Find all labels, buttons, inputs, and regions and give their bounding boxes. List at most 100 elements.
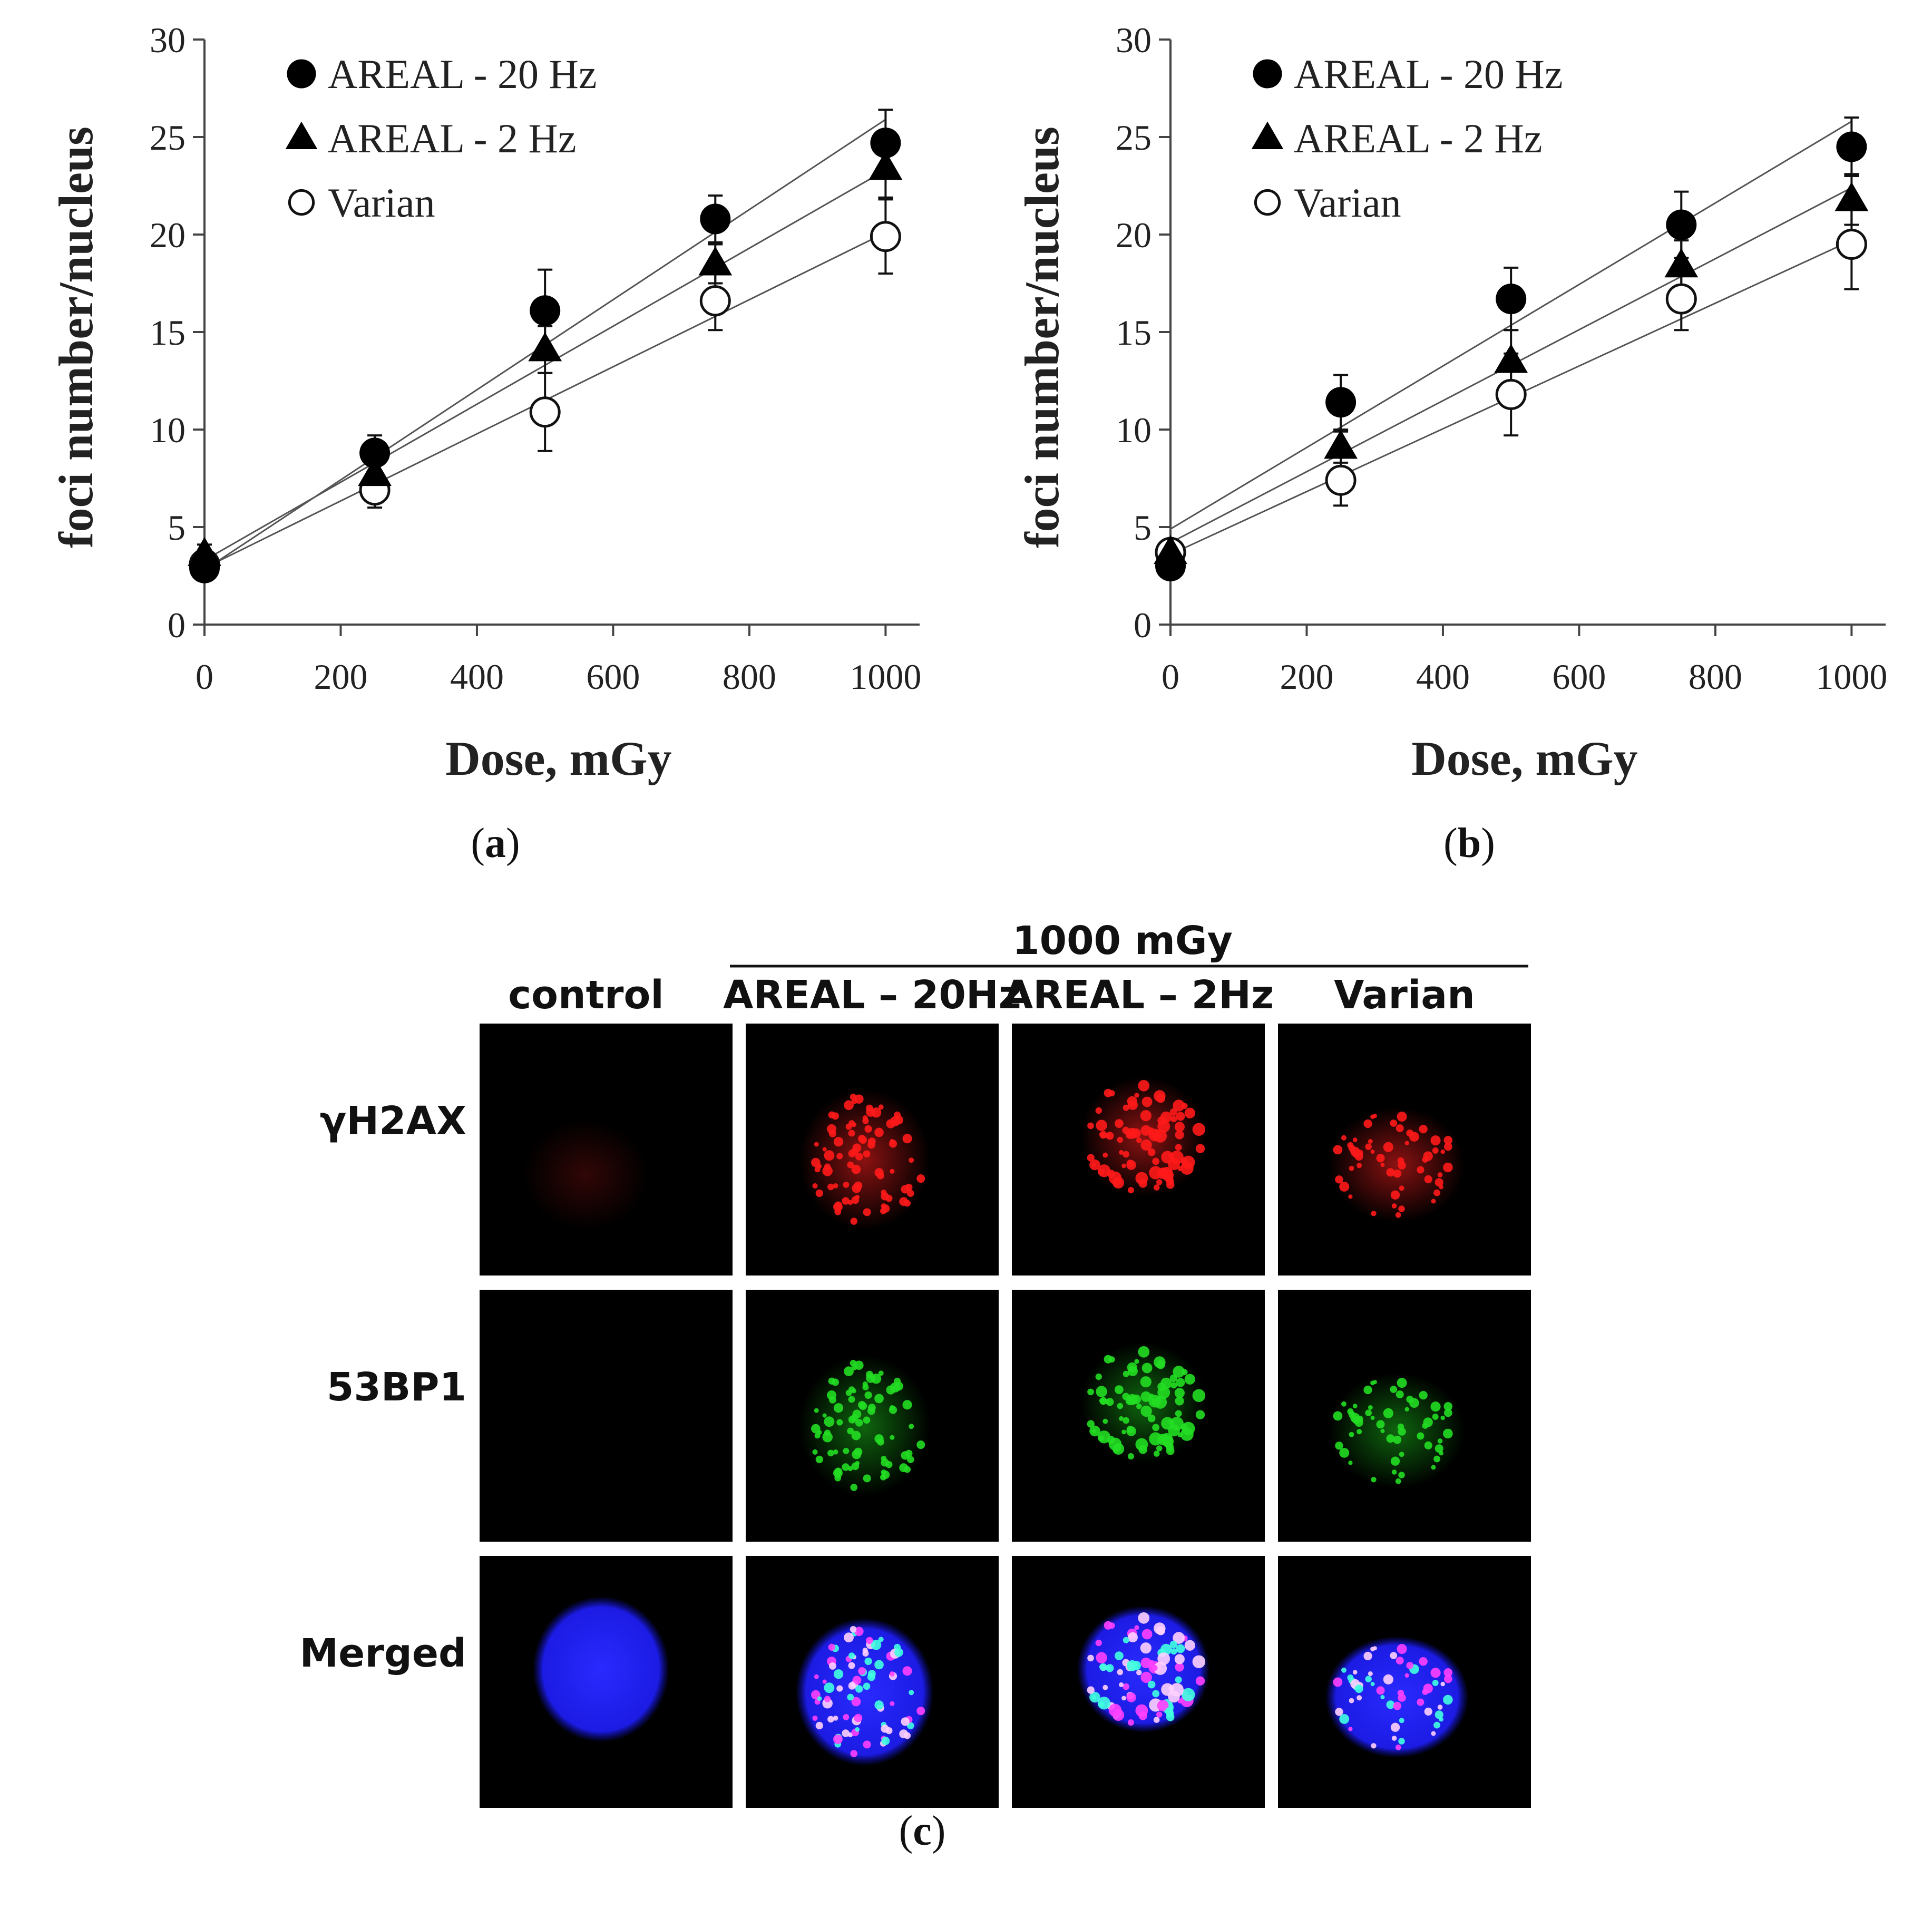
y-tick-label: 25 (150, 118, 186, 158)
y-axis-label: foci number/nucleus (49, 126, 103, 548)
x-tick-label: 400 (1416, 657, 1470, 697)
x-tick-label: 400 (450, 657, 504, 697)
y-tick-label: 20 (1116, 215, 1152, 255)
y-tick-label: 30 (1116, 20, 1152, 60)
row-label: γH2AX (320, 1098, 466, 1144)
column-header: Varian (1334, 972, 1475, 1018)
image-tile (746, 1024, 999, 1276)
data-point (1496, 284, 1527, 315)
nucleus (1329, 1106, 1466, 1223)
data-point (1325, 387, 1357, 418)
data-point (870, 128, 901, 159)
x-tick-label: 1000 (850, 657, 921, 697)
panel-caption-a: (a) (471, 820, 520, 866)
data-point (869, 151, 903, 180)
legend-marker (285, 121, 318, 149)
data-point (699, 285, 731, 317)
data-point (1665, 283, 1697, 315)
column-header: control (508, 972, 663, 1018)
data-point (1494, 344, 1528, 373)
y-tick-label: 15 (1116, 313, 1152, 353)
caption-letter: a (485, 820, 506, 866)
data-point (528, 332, 562, 362)
data-point (529, 396, 561, 428)
image-tile (1278, 1024, 1531, 1276)
image-tile (480, 1556, 733, 1808)
y-tick-label: 0 (1134, 605, 1152, 645)
x-tick-label: 0 (1162, 657, 1179, 697)
legend-label: Varian (1294, 180, 1401, 226)
data-point (700, 203, 731, 235)
image-tile (1012, 1290, 1265, 1542)
x-tick-label: 600 (586, 657, 640, 697)
legend-label: AREAL - 20 Hz (1294, 51, 1563, 97)
data-point (530, 295, 561, 326)
legend-label: AREAL - 20 Hz (328, 51, 597, 97)
data-point (1155, 551, 1186, 581)
image-tile (746, 1556, 999, 1808)
nucleus (532, 1596, 669, 1742)
x-axis-label: Dose, mGy (445, 732, 671, 785)
legend-label: AREAL - 2 Hz (1294, 115, 1543, 161)
legend-marker (1254, 189, 1281, 216)
column-header: AREAL – 20Hz (723, 972, 1021, 1018)
image-tile (1278, 1290, 1531, 1542)
image-tile (1278, 1556, 1531, 1808)
data-point (359, 437, 391, 469)
data-point (1836, 229, 1867, 260)
y-tick-label: 0 (168, 605, 186, 645)
legend-marker (1253, 59, 1282, 89)
y-tick-label: 10 (150, 410, 186, 450)
x-tick-label: 600 (1552, 657, 1606, 697)
y-axis-label: foci number/nucleus (1015, 126, 1069, 548)
data-point (698, 246, 733, 276)
image-tile (480, 1290, 733, 1542)
chart-a: 0 5 10 15 20 25 30 0 200 400 600 800 1000 AREAL - 20 … (49, 20, 921, 785)
plot-area: 0 5 10 15 20 25 30 0 200 400 600 800 1000 AREAL - 20 … (1116, 20, 1887, 697)
panel-caption-c: (c) (899, 1808, 946, 1854)
legend-marker (288, 189, 315, 216)
y-tick-label: 5 (168, 508, 186, 548)
data-point (1835, 182, 1869, 211)
data-point (1325, 464, 1357, 496)
row-label: 53BP1 (327, 1365, 466, 1410)
x-tick-label: 0 (196, 657, 213, 697)
data-point (1666, 209, 1697, 240)
data-point (1495, 378, 1527, 410)
data-point (1836, 131, 1867, 162)
image-tile (1012, 1556, 1265, 1808)
image-tile (1012, 1024, 1265, 1276)
legend-label: Varian (328, 180, 435, 226)
column-header: AREAL – 2Hz (1003, 972, 1274, 1018)
legend-marker (287, 59, 316, 89)
y-tick-label: 15 (150, 313, 186, 353)
image-tiles (480, 1024, 1531, 1808)
nucleus (1325, 1636, 1469, 1758)
caption-letter: b (1457, 820, 1481, 866)
dose-header: 1000 mGy (1012, 918, 1233, 963)
panel-caption-b: (b) (1443, 820, 1495, 866)
y-tick-label: 10 (1116, 410, 1152, 450)
row-label: Merged (300, 1631, 466, 1676)
nucleus (1329, 1372, 1466, 1489)
legend-label: AREAL - 2 Hz (328, 115, 577, 161)
image-tile (746, 1290, 999, 1542)
y-tick-label: 25 (1116, 118, 1152, 158)
y-tick-label: 5 (1134, 508, 1152, 548)
x-tick-label: 800 (723, 657, 776, 697)
data-point (1324, 430, 1358, 459)
y-tick-label: 20 (150, 215, 186, 255)
plot-area: 0 5 10 15 20 25 30 0 200 400 600 800 1000 AREAL - 20 … (150, 20, 921, 697)
row-labels: γH2AX 53BP1 Merged (300, 1098, 466, 1676)
x-tick-label: 800 (1689, 657, 1742, 697)
x-tick-label: 200 (314, 657, 367, 697)
data-point (870, 221, 901, 252)
x-axis-label: Dose, mGy (1411, 732, 1637, 785)
data-point (358, 457, 392, 486)
x-tick-label: 200 (1280, 657, 1333, 697)
image-tile (480, 1024, 733, 1276)
x-tick-label: 1000 (1816, 657, 1887, 697)
y-tick-label: 30 (150, 20, 186, 60)
